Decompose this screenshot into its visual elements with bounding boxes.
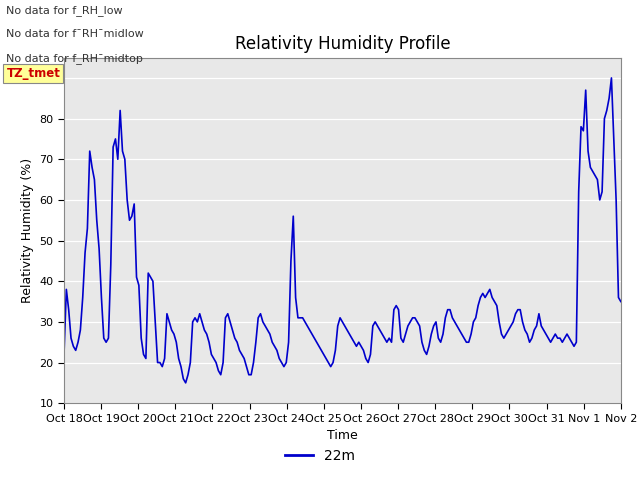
Y-axis label: Relativity Humidity (%): Relativity Humidity (%) bbox=[21, 158, 34, 303]
Legend: 22m: 22m bbox=[280, 443, 360, 468]
Text: No data for f_RH¯midtop: No data for f_RH¯midtop bbox=[6, 53, 143, 64]
Title: Relativity Humidity Profile: Relativity Humidity Profile bbox=[235, 35, 450, 53]
Text: No data for f¯RH¯midlow: No data for f¯RH¯midlow bbox=[6, 29, 144, 39]
Text: No data for f_RH_low: No data for f_RH_low bbox=[6, 5, 123, 16]
X-axis label: Time: Time bbox=[327, 429, 358, 442]
Text: TZ_tmet: TZ_tmet bbox=[6, 67, 60, 80]
